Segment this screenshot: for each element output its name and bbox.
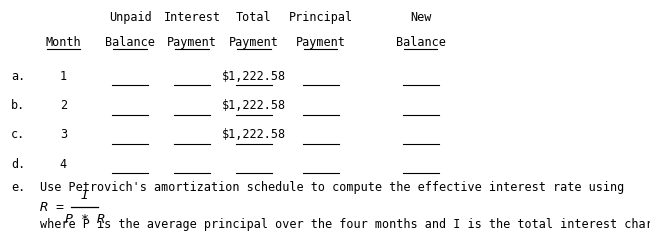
Text: New: New — [410, 11, 432, 24]
Text: Payment: Payment — [229, 36, 279, 49]
Text: Total: Total — [236, 11, 272, 24]
Text: a.: a. — [11, 70, 25, 83]
Text: I: I — [81, 189, 89, 202]
Text: b.: b. — [11, 99, 25, 112]
Text: Use Petrovich's amortization schedule to compute the effective interest rate usi: Use Petrovich's amortization schedule to… — [40, 181, 624, 194]
Text: Interest: Interest — [164, 11, 220, 24]
Text: 2: 2 — [60, 99, 67, 112]
Text: Payment: Payment — [296, 36, 346, 49]
Text: d.: d. — [11, 158, 25, 171]
Text: $1,222.58: $1,222.58 — [222, 70, 286, 83]
Text: Balance: Balance — [396, 36, 446, 49]
Text: e.: e. — [11, 181, 25, 194]
Text: P * R: P * R — [65, 213, 105, 226]
Text: Unpaid: Unpaid — [109, 11, 151, 24]
Text: $1,222.58: $1,222.58 — [222, 128, 286, 141]
Text: Principal: Principal — [289, 11, 353, 24]
Text: $1,222.58: $1,222.58 — [222, 99, 286, 112]
Text: 1: 1 — [60, 70, 67, 83]
Text: c.: c. — [11, 128, 25, 141]
Text: Payment: Payment — [167, 36, 217, 49]
Text: Month: Month — [46, 36, 81, 49]
Text: where P is the average principal over the four months and I is the total interes: where P is the average principal over th… — [40, 218, 650, 231]
Text: 3: 3 — [60, 128, 67, 141]
Text: R =: R = — [40, 201, 64, 214]
Text: Balance: Balance — [105, 36, 155, 49]
Text: 4: 4 — [60, 158, 67, 171]
